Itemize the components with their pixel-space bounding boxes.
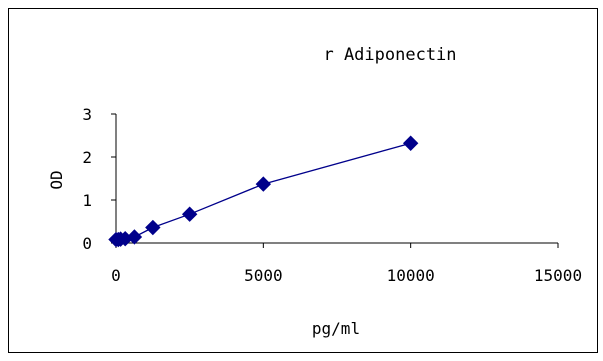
data-point-0-6 [181,206,198,222]
y-tick-label-3: 3 [82,105,92,124]
y-axis-label: OD [47,170,66,189]
data-point-0-4 [126,229,143,245]
x-tick-label-3: 15000 [534,266,582,285]
chart-frame [8,8,598,353]
x-tick-label-1: 5000 [244,266,283,285]
data-point-0-7 [255,176,272,192]
series-layer [108,135,419,248]
y-tick-label-2: 2 [82,148,92,167]
y-tick-label-1: 1 [82,191,92,210]
y-ticks: 0 1 2 3 [82,105,116,253]
chart-title: r Adiponectin [323,45,456,65]
data-point-0-8 [402,135,419,151]
x-ticks: 0 5000 10000 15000 [111,243,582,285]
y-tick-label-0: 0 [82,234,92,253]
x-tick-label-0: 0 [111,266,121,285]
x-tick-label-2: 10000 [387,266,435,285]
x-axis-label: pg/ml [312,319,360,338]
data-point-0-5 [145,219,161,236]
